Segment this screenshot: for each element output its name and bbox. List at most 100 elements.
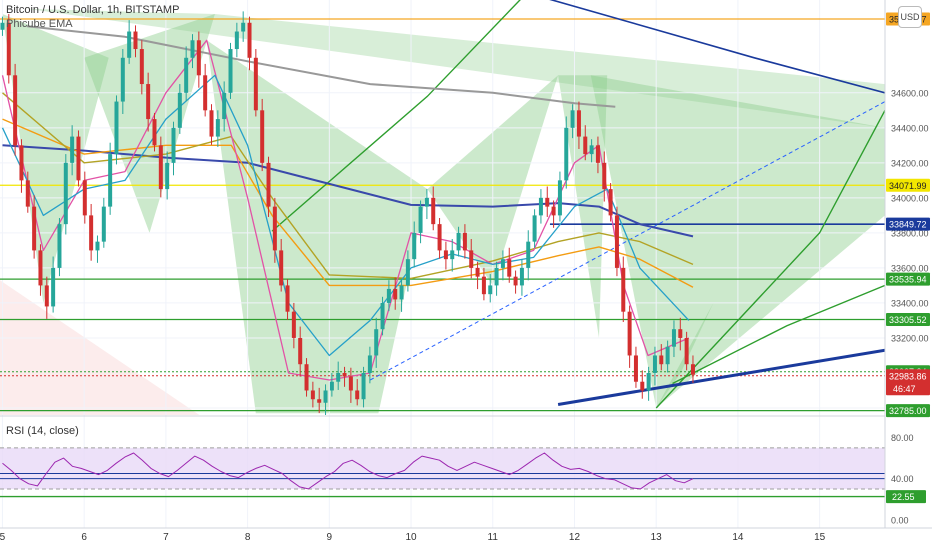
candle-body [196,40,201,76]
rsi-tick-label: 0.00 [891,515,909,525]
candle-body [602,162,607,190]
price-tag [886,404,930,418]
trendline [549,0,885,94]
candle-body [158,145,163,190]
candle-body [190,40,195,58]
candle-body [203,75,208,111]
candle-body [127,31,132,58]
rsi-tick-label: 80.00 [891,433,914,443]
candle-body [228,49,233,93]
candle-body [456,232,461,251]
pattern-fill [2,14,109,303]
candle-body [652,355,657,373]
candle-body [342,372,347,377]
rsi-tick-label: 40.00 [891,474,914,484]
trendline [655,109,885,409]
candle-body [551,206,556,216]
candle-body [82,180,87,216]
candle-body [120,57,125,102]
time-tick-label: 11 [488,532,499,543]
candle-body [291,311,296,338]
time-tick-label: 7 [163,532,169,543]
candle-body [19,145,24,181]
time-tick-label: 8 [245,532,251,543]
candle-body [222,92,227,120]
candle-body [526,241,531,268]
moving-average-ema_cyan [1,74,690,357]
candle-body [133,31,138,50]
candle-body [405,259,410,286]
candle-body [310,390,315,400]
time-tick-label: 10 [405,532,417,543]
price-tag-label: 33535.94 [889,275,927,285]
rsi-band [0,447,885,489]
price-tag-label: 32785.00 [889,406,927,416]
candle-body [32,206,37,251]
candle-body [462,232,467,251]
candle-body [557,180,562,216]
candle-body [690,364,695,375]
candle-body [507,259,512,277]
price-tag-label: 34071.99 [889,181,927,191]
candle-body [500,259,505,268]
candle-body [614,215,619,268]
price-tag-label: 32983.86 [889,371,927,381]
candle-body [513,276,518,286]
candle-body [608,189,613,216]
candle-body [665,346,670,365]
price-tag [886,272,930,286]
candle-body [671,329,676,347]
candle-body [424,197,429,207]
price-tag [886,217,930,231]
candle-body [367,355,372,373]
candle-body [234,31,239,50]
candle-body [678,329,683,338]
price-tick-label: 34400.00 [891,123,929,133]
time-tick-label: 12 [569,532,581,543]
time-tick-label: 9 [327,532,333,543]
candle-body [177,92,182,128]
currency-button[interactable]: USD [898,6,922,28]
candle-body [209,110,214,137]
candle-body [0,22,5,30]
candle-body [63,162,68,225]
candle-body [184,57,189,93]
trendline [557,348,885,406]
candle-body [380,302,385,330]
candle-body [640,381,645,391]
price-tick-label: 33400.00 [891,298,929,308]
candle-body [89,215,94,251]
candle-body [6,22,11,76]
candle-body [494,267,499,286]
candle-body [576,110,581,137]
moving-average-sma_slow [26,25,616,108]
pattern-fill [558,75,608,339]
indicator-label: Phicube EMA [6,18,73,30]
candle-body [25,180,30,207]
candle-body [114,101,119,155]
candle-body [418,206,423,233]
price-tag-countdown: 46:47 [893,384,916,394]
candle-body [108,154,113,207]
chart-title-bar: Bitcoin / U.S. Dollar, 1h, BITSTAMP Phic… [6,4,179,30]
candle-body [13,75,18,146]
pattern-fill [0,280,200,415]
candle-body [469,250,474,268]
candle-body [279,250,284,286]
candle-body [285,285,290,312]
price-tick-label: 33800.00 [891,228,929,238]
candle-body [336,372,341,382]
candle-body [348,376,353,391]
candle-body [266,162,271,207]
candle-body [431,197,436,225]
candle-body [165,162,170,190]
candle-body [570,110,575,128]
axes: 34600.00 34400.00 34200.00 34000.00 33800.00… [0,0,932,543]
candle-body [253,57,258,111]
time-tick-label: 6 [81,532,87,543]
price-tick-label: 34200.00 [891,158,929,168]
pattern-fill [27,8,885,128]
candle-body [412,232,417,260]
